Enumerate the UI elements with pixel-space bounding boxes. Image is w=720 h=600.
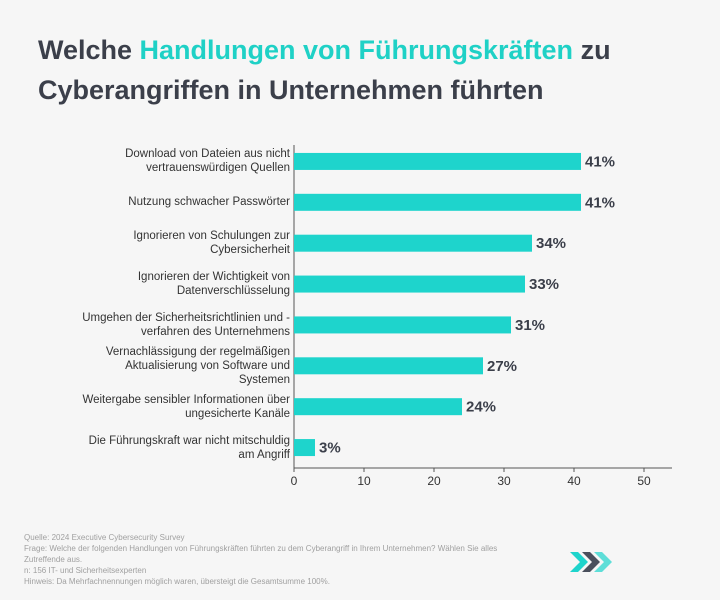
value-label: 34%: [536, 235, 566, 252]
value-label: 41%: [585, 153, 615, 170]
x-tick-label: 10: [357, 474, 371, 488]
bar: [294, 152, 581, 170]
footer-line: n: 156 IT- und Sicherheitsexperten: [24, 566, 147, 575]
y-tick-label: Vernachlässigung der regelmäßigen Aktual…: [105, 345, 290, 386]
title-part: Welche: [38, 35, 140, 65]
footer-line: Frage: Welche der folgenden Handlungen v…: [24, 544, 498, 564]
title-part: zu Cyberangriffen in Unternehmen führten: [38, 35, 611, 105]
bar: [294, 275, 525, 293]
title-part: Handlungen von Führungskräften: [139, 35, 574, 65]
bar: [294, 439, 315, 457]
bar: [294, 357, 483, 375]
bar: [294, 316, 511, 334]
y-tick-label: Weitergabe sensibler Informationen über …: [82, 393, 290, 420]
footer: Quelle: 2024 Executive Cybersecurity Sur…: [24, 532, 524, 587]
y-tick-label: Umgehen der Sicherheitsrichtlinien und -…: [82, 311, 290, 338]
value-label: 31%: [515, 317, 545, 334]
y-tick-label: Die Führungskraft war nicht mitschuldig …: [88, 434, 290, 461]
y-tick-label: Download von Dateien aus nicht vertrauen…: [125, 148, 290, 175]
bar: [294, 234, 532, 252]
x-tick-label: 40: [567, 474, 581, 488]
value-label: 33%: [529, 276, 559, 293]
bar: [294, 398, 462, 416]
chart-title: Welche Handlungen von Führungskräften zu…: [38, 30, 698, 110]
x-tick-label: 0: [291, 474, 298, 488]
bar: [294, 193, 581, 211]
x-tick-label: 50: [637, 474, 651, 488]
value-label: 3%: [319, 440, 341, 457]
y-tick-label: Nutzung schwacher Passwörter: [128, 196, 290, 209]
x-tick-label: 30: [497, 474, 511, 488]
y-tick-label: Ignorieren von Schulungen zur Cybersiche…: [133, 230, 290, 257]
value-label: 27%: [487, 358, 517, 375]
y-tick-label: Ignorieren der Wichtigkeit von Datenvers…: [137, 271, 290, 298]
footer-line: Quelle: 2024 Executive Cybersecurity Sur…: [24, 533, 185, 542]
x-tick-label: 20: [427, 474, 441, 488]
footer-line: Hinweis: Da Mehrfachnennungen möglich wa…: [24, 577, 330, 586]
logo-icon: [570, 552, 612, 572]
value-label: 24%: [466, 399, 496, 416]
value-label: 41%: [585, 194, 615, 211]
